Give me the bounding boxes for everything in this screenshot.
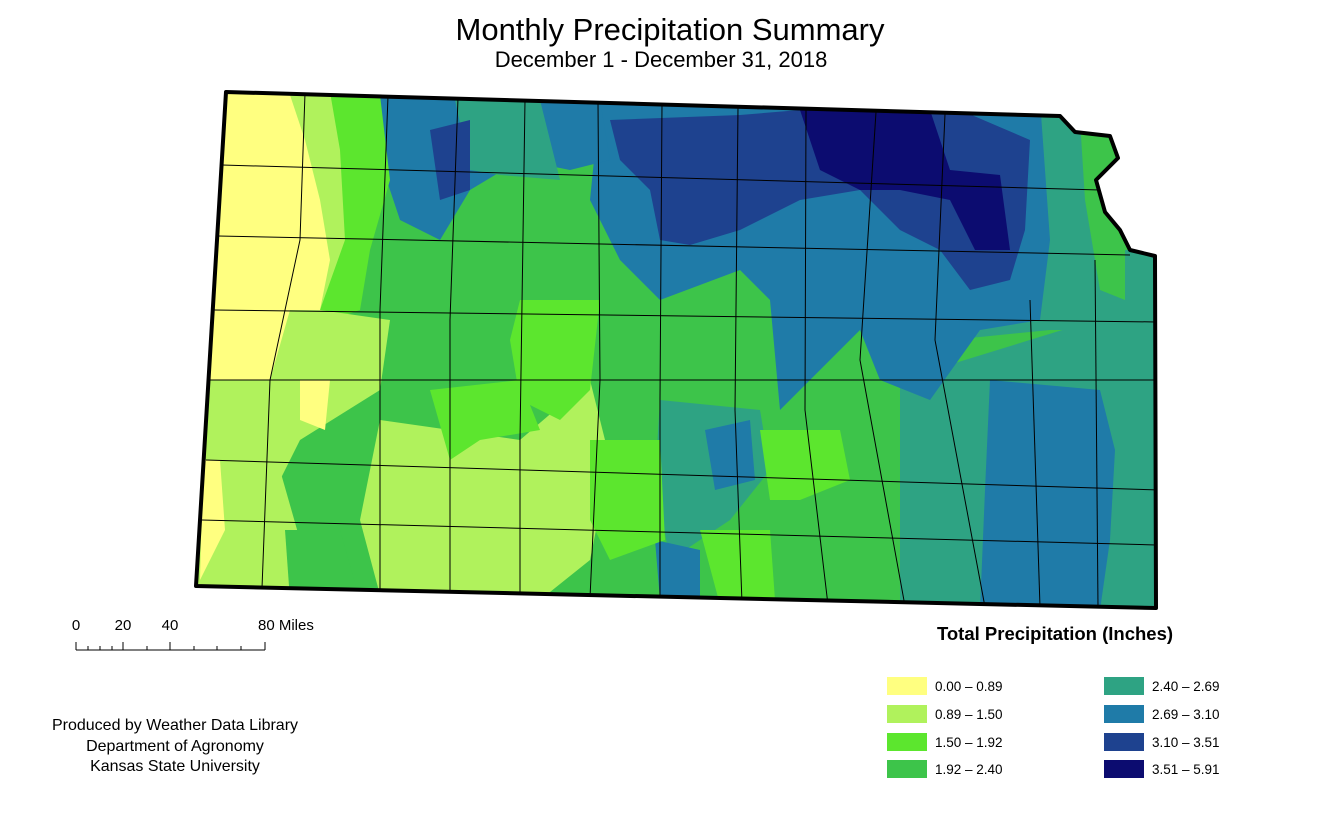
legend-swatch xyxy=(1104,733,1144,751)
legend-swatch xyxy=(1104,705,1144,723)
zone-southwest-lightgreen xyxy=(360,380,610,600)
legend-label: 2.69 – 3.10 xyxy=(1152,707,1220,722)
scale-label-0: 0 xyxy=(71,617,81,634)
kansas-state-border xyxy=(194,90,1158,610)
legend-label: 1.50 – 1.92 xyxy=(935,735,1003,750)
county-line xyxy=(201,519,1156,546)
zone-south-central-blue xyxy=(705,420,755,490)
county-line xyxy=(1029,299,1041,608)
zone-southwest-green xyxy=(285,530,360,600)
county-line xyxy=(1094,259,1099,608)
legend-label: 0.89 – 1.50 xyxy=(935,707,1003,722)
legend-label: 3.10 – 3.51 xyxy=(1152,735,1220,750)
zone-south-edge-bright-green xyxy=(700,530,775,605)
county-line xyxy=(449,97,459,592)
zone-central-bright-green xyxy=(510,300,600,420)
county-line xyxy=(659,103,663,600)
county-line xyxy=(934,113,986,608)
zone-dry-patch xyxy=(300,380,330,430)
zone-southcentral-bright-green xyxy=(760,430,850,500)
scale-bar: 0 20 40 80 Miles xyxy=(60,614,340,664)
zone-driest xyxy=(210,92,330,380)
county-line xyxy=(379,95,389,590)
county-line xyxy=(213,309,1156,323)
zone-max-precip xyxy=(800,110,1010,250)
county-line xyxy=(859,111,906,607)
legend-swatch xyxy=(887,760,927,778)
legend-swatch xyxy=(1104,760,1144,778)
legend-swatch xyxy=(1104,677,1144,695)
scale-label-20: 20 xyxy=(114,617,132,634)
legend-label: 1.92 – 2.40 xyxy=(935,762,1003,777)
county-line xyxy=(589,101,601,599)
map-subtitle: December 1 - December 31, 2018 xyxy=(494,47,828,72)
legend-label: 2.40 – 2.69 xyxy=(1152,679,1220,694)
zone-west-central-bright-green xyxy=(430,380,540,460)
county-line xyxy=(261,92,306,589)
precipitation-zones xyxy=(196,92,1156,608)
legend-swatch xyxy=(887,705,927,723)
county-line xyxy=(804,109,829,606)
scale-label-40: 40 xyxy=(161,617,179,634)
legend-label: 3.51 – 5.91 xyxy=(1152,762,1220,777)
zone-southeast-blue xyxy=(980,380,1115,608)
legend-title: Total Precipitation (Inches) xyxy=(936,623,1174,644)
county-line xyxy=(217,235,1131,256)
zone-north-teal xyxy=(455,100,560,180)
county-line xyxy=(519,99,526,595)
legend-label: 0.00 – 0.89 xyxy=(935,679,1003,694)
credit-line-2: Department of Agronomy xyxy=(86,737,264,755)
county-boundaries xyxy=(201,92,1156,608)
county-line xyxy=(734,106,743,604)
credit-line-1: Produced by Weather Data Library xyxy=(51,717,299,734)
scale-label-80: 80 Miles xyxy=(258,617,314,634)
zone-south-bright-green xyxy=(590,440,665,560)
credit-line-3: Kansas State University xyxy=(90,758,260,775)
credits: Produced by Weather Data Library Departm… xyxy=(20,716,330,778)
zone-south-blue xyxy=(655,540,700,600)
legend-swatch xyxy=(887,677,927,695)
scale-bar-ruler xyxy=(75,642,266,651)
legend-swatch xyxy=(887,733,927,751)
county-line xyxy=(221,164,1101,191)
zone-northwest-navy xyxy=(430,120,470,200)
county-line xyxy=(205,459,1156,491)
map-title: Monthly Precipitation Summary xyxy=(455,12,885,47)
